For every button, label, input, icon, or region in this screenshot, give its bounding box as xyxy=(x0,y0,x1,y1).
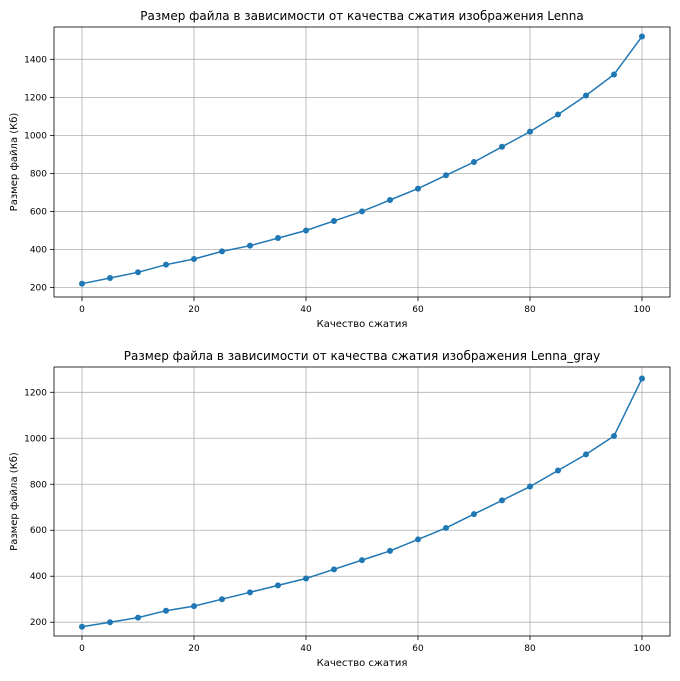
data-point xyxy=(639,375,645,382)
data-point xyxy=(359,208,365,215)
y-axis-label: Размер файла (Кб) xyxy=(9,452,20,551)
data-point xyxy=(247,589,253,596)
y-tick-label: 1400 xyxy=(24,55,47,65)
data-point xyxy=(443,524,449,531)
ticks: 0 20 40 60 80 100 200 400 600 800 1000 1200 1400 xyxy=(24,55,651,315)
x-tick-label: 0 xyxy=(79,644,85,654)
data-point xyxy=(303,227,309,234)
y-tick-label: 200 xyxy=(30,283,47,293)
x-tick-label: 0 xyxy=(79,305,85,315)
data-point xyxy=(415,536,421,543)
data-point xyxy=(611,432,617,439)
data-point xyxy=(387,547,393,554)
chart-title: Размер файла в зависимости от качества с… xyxy=(140,9,583,23)
x-tick-label: 80 xyxy=(524,305,536,315)
data-point xyxy=(135,614,141,621)
data-point xyxy=(331,217,337,224)
data-point xyxy=(471,159,477,165)
chart-title: Размер файла в зависимости от качества с… xyxy=(124,349,600,363)
y-axis-label: Размер файла (Кб) xyxy=(9,113,20,212)
y-tick-label: 1000 xyxy=(24,434,47,444)
plot-area xyxy=(53,26,671,298)
y-tick-label: 400 xyxy=(30,245,47,255)
grid xyxy=(54,367,670,636)
data-point xyxy=(387,197,393,204)
plot-area xyxy=(53,366,671,637)
x-tick-label: 40 xyxy=(300,305,312,315)
data-point xyxy=(219,248,225,255)
x-tick-label: 60 xyxy=(412,644,424,654)
data-point xyxy=(79,280,85,287)
data-point xyxy=(303,575,309,582)
data-point xyxy=(219,596,225,603)
y-tick-label: 600 xyxy=(30,526,47,536)
data-point xyxy=(79,623,85,630)
y-tick-label: 400 xyxy=(30,572,47,582)
x-tick-label: 20 xyxy=(188,644,200,654)
data-point xyxy=(163,607,169,614)
data-point xyxy=(639,33,645,40)
data-point xyxy=(331,566,337,573)
y-tick-label: 1200 xyxy=(24,93,47,103)
x-axis-label: Качество сжатия xyxy=(317,658,408,669)
chart-lenna: 0 20 40 60 80 100 200 400 600 800 1000 1200 1400 Раз… xyxy=(9,9,671,330)
y-tick-label: 800 xyxy=(30,480,47,490)
data-point xyxy=(527,483,533,490)
x-axis-label: Качество сжатия xyxy=(317,319,408,330)
data-point xyxy=(583,451,589,458)
data-point xyxy=(191,255,197,262)
x-tick-label: 20 xyxy=(188,305,200,315)
y-tick-label: 600 xyxy=(30,207,47,217)
data-point xyxy=(499,497,505,504)
data-point xyxy=(107,619,113,626)
x-tick-label: 100 xyxy=(633,305,650,315)
data-point xyxy=(359,557,365,564)
x-tick-label: 60 xyxy=(412,305,424,315)
ticks: 0 20 40 60 80 100 200 400 600 800 1000 1200 xyxy=(24,388,651,654)
series xyxy=(79,375,645,630)
data-point xyxy=(611,71,617,78)
data-point xyxy=(135,269,141,276)
x-tick-label: 40 xyxy=(300,644,312,654)
data-point xyxy=(275,582,281,589)
data-point xyxy=(107,274,113,281)
data-point xyxy=(527,128,533,135)
data-point xyxy=(443,172,449,179)
data-point xyxy=(247,242,253,249)
data-point xyxy=(499,143,505,150)
series xyxy=(79,33,645,287)
y-tick-label: 1000 xyxy=(24,131,47,141)
x-tick-label: 80 xyxy=(524,644,536,654)
data-point xyxy=(415,185,421,192)
chart-lenna-gray: 0 20 40 60 80 100 200 400 600 800 1000 1200 Размер … xyxy=(9,349,671,669)
y-tick-label: 1200 xyxy=(24,388,47,398)
data-point xyxy=(555,467,561,474)
data-point xyxy=(555,111,561,118)
x-tick-label: 100 xyxy=(633,644,650,654)
data-point xyxy=(471,511,477,518)
data-point xyxy=(191,603,197,610)
data-point xyxy=(275,235,281,242)
y-tick-label: 200 xyxy=(30,618,47,628)
data-point xyxy=(163,261,169,268)
data-point xyxy=(583,92,589,99)
y-tick-label: 800 xyxy=(30,169,47,179)
